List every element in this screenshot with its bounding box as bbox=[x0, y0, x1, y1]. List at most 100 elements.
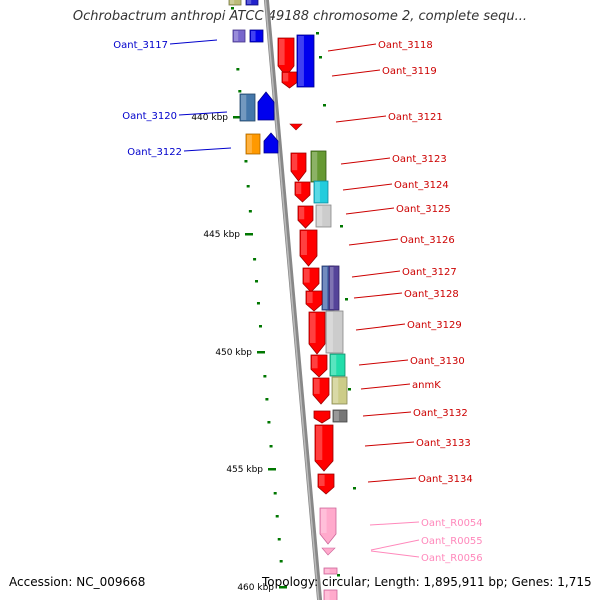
scale-tick bbox=[238, 90, 242, 93]
scale-label: 460 kbp bbox=[237, 583, 274, 593]
gene-shape-shine bbox=[327, 312, 333, 352]
gene-shape bbox=[315, 204, 332, 228]
gene-shape bbox=[257, 91, 275, 121]
scale-tick bbox=[345, 298, 348, 301]
leader-line bbox=[355, 323, 406, 331]
scale-tick bbox=[353, 487, 356, 490]
gene-shape bbox=[277, 37, 295, 77]
gene-label: Oant_3126 bbox=[400, 235, 455, 246]
backbone-line bbox=[263, 0, 323, 600]
gene-shape-shine bbox=[301, 231, 307, 255]
scale-tick bbox=[273, 492, 277, 495]
leader-line bbox=[178, 111, 228, 116]
gene-label: Oant_3118 bbox=[378, 40, 433, 51]
scale-tick bbox=[246, 185, 250, 188]
gene-shape-shine bbox=[321, 509, 327, 533]
gene-shape bbox=[299, 229, 318, 267]
leader-line bbox=[331, 69, 381, 77]
gene-shape-shine bbox=[247, 135, 252, 153]
gene-shape-shine bbox=[234, 31, 239, 41]
gene-shape-shine bbox=[292, 154, 298, 171]
gene-shape-shine bbox=[299, 207, 305, 220]
gene-shape-shine bbox=[283, 73, 289, 82]
gene-label: Oant_R0056 bbox=[421, 553, 483, 564]
gene-shape bbox=[245, 0, 259, 6]
gene-shape bbox=[296, 34, 315, 88]
leader-line bbox=[348, 238, 399, 246]
leader-line bbox=[360, 383, 411, 390]
gene-shape bbox=[290, 152, 307, 182]
leader-line bbox=[169, 39, 218, 45]
scale-tick bbox=[279, 560, 283, 563]
gene-label: Oant_3123 bbox=[392, 154, 447, 165]
scale-tick bbox=[275, 515, 279, 518]
major-tick bbox=[268, 468, 276, 471]
gene-shape bbox=[302, 267, 320, 293]
map-title: Ochrobactrum anthropi ATCC 49188 chromos… bbox=[72, 9, 528, 24]
gene-shape bbox=[312, 377, 330, 405]
gene-shape-shine bbox=[316, 426, 323, 460]
gene-shape-shine bbox=[333, 378, 339, 403]
gene-shape bbox=[239, 93, 256, 122]
gene-shape-shine bbox=[298, 36, 304, 86]
scale-tick bbox=[337, 574, 340, 577]
scale-tick bbox=[316, 32, 319, 35]
scale-tick bbox=[231, 7, 234, 10]
gene-label: Oant_3117 bbox=[113, 40, 168, 51]
gene-label: Oant_3127 bbox=[402, 267, 457, 278]
scale-tick bbox=[267, 421, 271, 424]
gene-shape-shine bbox=[304, 269, 310, 283]
gene-shape-shine bbox=[230, 0, 235, 4]
leader-line bbox=[342, 183, 393, 191]
gene-label: Oant_3122 bbox=[127, 147, 182, 158]
gene-shape-shine bbox=[334, 411, 339, 421]
scale-label: 450 kbp bbox=[215, 348, 252, 358]
gene-shape-shine bbox=[325, 569, 330, 573]
gene-shape-shine bbox=[247, 0, 252, 4]
gene-shape-shine bbox=[319, 475, 325, 486]
gene-label: Oant_3120 bbox=[122, 111, 177, 122]
leader-line bbox=[353, 292, 403, 299]
gene-shape bbox=[317, 473, 335, 495]
gene-label: Oant_R0055 bbox=[421, 536, 483, 547]
gene-label: Oant_R0054 bbox=[421, 518, 483, 529]
scale-tick bbox=[255, 280, 259, 283]
major-tick bbox=[233, 116, 241, 119]
leader-line bbox=[370, 550, 420, 558]
gene-shape bbox=[310, 354, 328, 378]
gene-shape-shine bbox=[325, 591, 330, 600]
gene-shape bbox=[323, 567, 338, 575]
leader-line bbox=[335, 115, 387, 123]
major-tick bbox=[257, 351, 265, 354]
gene-shape bbox=[321, 547, 336, 556]
gene-shape bbox=[305, 290, 323, 312]
scale-tick bbox=[277, 538, 281, 541]
leader-line bbox=[367, 477, 417, 483]
scale-tick bbox=[248, 210, 252, 213]
leader-line bbox=[370, 539, 420, 551]
leader-line bbox=[369, 521, 420, 526]
leader-line bbox=[362, 411, 412, 417]
gene-shape-shine bbox=[314, 379, 320, 394]
scale-tick bbox=[319, 56, 322, 59]
scale-tick bbox=[269, 445, 273, 448]
gene-shape-shine bbox=[241, 95, 247, 120]
gene-label: Oant_3132 bbox=[413, 408, 468, 419]
major-tick bbox=[245, 233, 253, 236]
gene-shape bbox=[245, 133, 261, 155]
gene-shape bbox=[314, 424, 334, 472]
gene-shape bbox=[331, 376, 348, 405]
gene-shape bbox=[313, 410, 331, 424]
gene-label: Oant_3130 bbox=[410, 356, 465, 367]
gene-label: anmK bbox=[412, 380, 441, 391]
gene-shape-shine bbox=[251, 31, 256, 41]
gene-shape-shine bbox=[312, 152, 318, 181]
leader-line bbox=[364, 441, 415, 447]
topology-text: Topology: circular; Length: 1,895,911 bp… bbox=[262, 575, 592, 589]
gene-shape-shine bbox=[279, 39, 285, 65]
scale-label: 445 kbp bbox=[203, 230, 240, 240]
gene-shape bbox=[289, 123, 303, 131]
gene-shape bbox=[308, 311, 326, 355]
